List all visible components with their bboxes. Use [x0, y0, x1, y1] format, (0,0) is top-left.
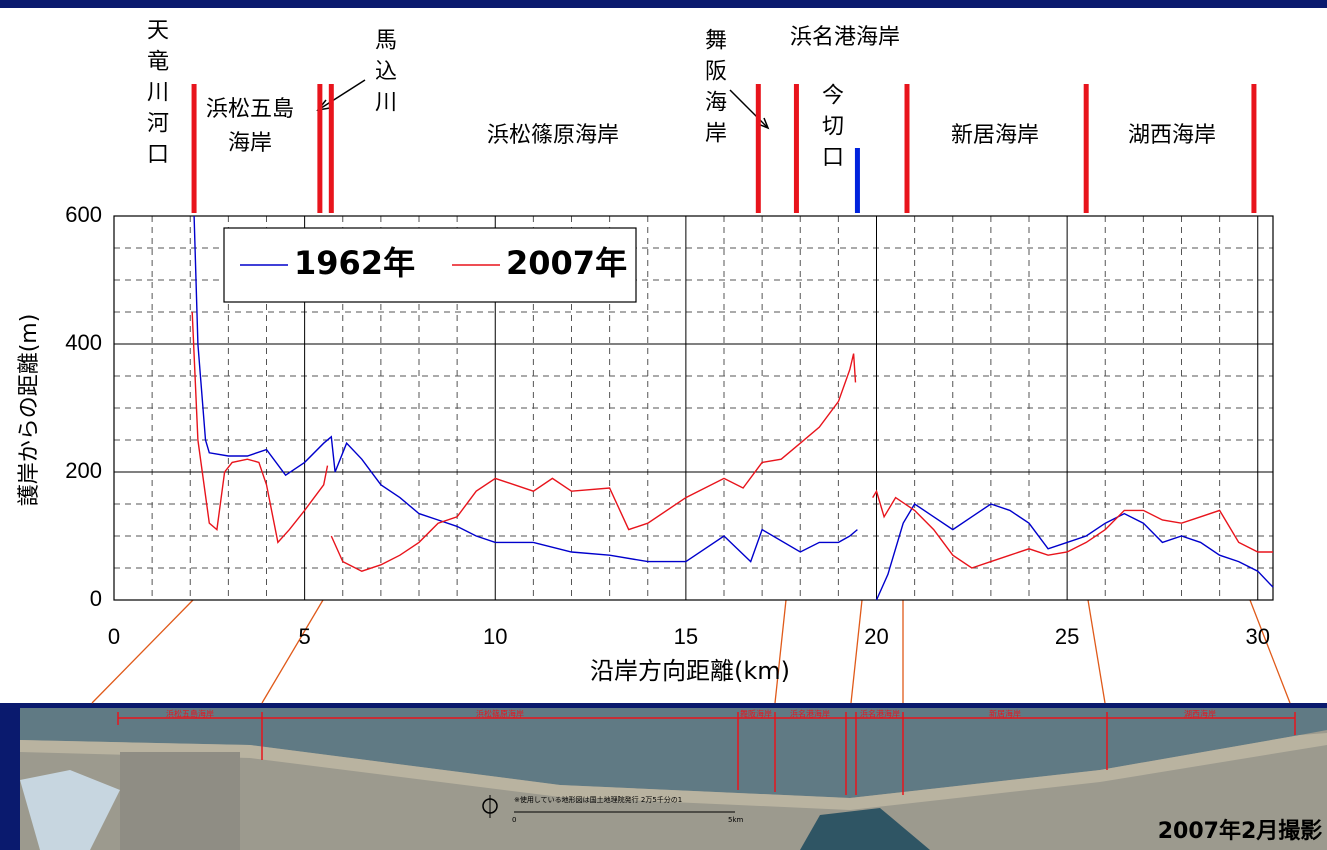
data-line — [193, 215, 1274, 601]
section-label: 馬込川 — [371, 28, 397, 121]
photo-note: ※使用している地形図は国土地理院発行 2万5千分の1 — [514, 795, 682, 804]
x-tick-label: 0 — [108, 624, 120, 649]
y-tick-label: 200 — [65, 458, 102, 483]
top-band — [0, 0, 1327, 8]
photo-label: 浜名港海岸 — [860, 709, 900, 719]
x-axis-title: 沿岸方向距離(km) — [590, 657, 790, 685]
legend-box — [223, 227, 637, 303]
section-label: 天竜川河口 — [143, 18, 169, 173]
x-tick-label: 10 — [483, 624, 507, 649]
photo-label: 舞阪海岸 — [740, 709, 772, 719]
legend-label: 2007年 — [506, 244, 627, 282]
section-label: 今切口 — [818, 83, 844, 176]
photo-label: 浜松篠原海岸 — [476, 709, 524, 719]
x-tick-label: 20 — [864, 624, 888, 649]
aerial-photo — [0, 703, 1327, 850]
legend-label: 1962年 — [294, 244, 415, 282]
photo-label: 新居海岸 — [989, 709, 1021, 719]
scale-label: 5km — [728, 816, 744, 824]
section-label: 湖西海岸 — [1128, 123, 1216, 148]
section-label: 新居海岸 — [951, 123, 1039, 148]
scale-label: 0 — [512, 816, 516, 824]
photo-label: 浜松五島海岸 — [166, 709, 214, 719]
x-tick-label: 15 — [674, 624, 698, 649]
x-tick-label: 30 — [1246, 624, 1270, 649]
data-line — [191, 311, 1273, 572]
y-tick-label: 600 — [65, 202, 102, 227]
section-label: 浜名港海岸 — [790, 25, 900, 50]
x-tick-label: 25 — [1055, 624, 1079, 649]
y-tick-label: 400 — [65, 330, 102, 355]
section-label: 浜松篠原海岸 — [487, 123, 619, 148]
y-tick-label: 0 — [90, 586, 102, 611]
connectors — [91, 599, 1291, 704]
photo-caption: 2007年2月撮影 — [1158, 818, 1323, 844]
section-label: 浜松五島 — [206, 97, 294, 122]
x-tick-label: 5 — [299, 624, 311, 649]
photo-label: 浜名港海岸 — [790, 709, 830, 719]
section-label: 海岸 — [228, 131, 272, 156]
y-axis-title: 護岸からの距離(m) — [17, 314, 42, 507]
plot-frame — [113, 215, 1274, 601]
photo-label: 湖西海岸 — [1184, 709, 1216, 719]
section-label: 舞阪海岸 — [701, 28, 727, 152]
